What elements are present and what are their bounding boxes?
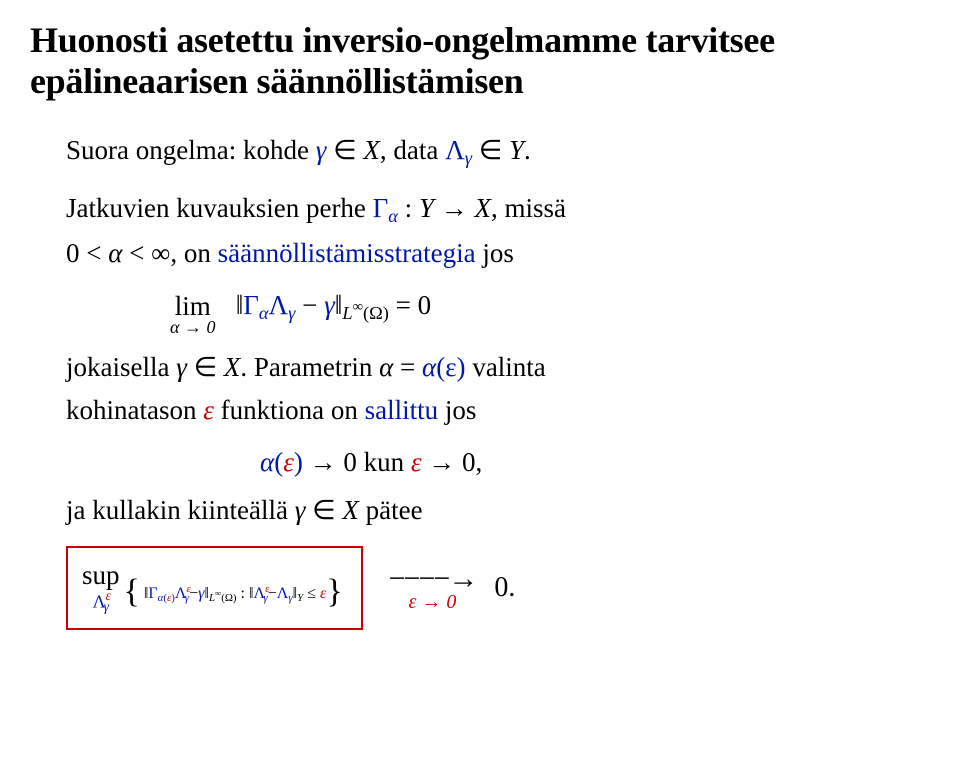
sym-Lambda: Λ xyxy=(277,585,289,602)
brace-right: } xyxy=(326,573,342,610)
text: → 0, xyxy=(421,447,482,477)
text: funktiona on xyxy=(214,395,365,425)
sym-X: X xyxy=(224,352,241,382)
sub-gamma: γ xyxy=(465,148,472,168)
text: kohinatason xyxy=(66,395,203,425)
text: → 0 kun xyxy=(303,447,411,477)
sym-alpha: α xyxy=(260,447,274,477)
sym-to: → xyxy=(434,193,475,223)
text: jos xyxy=(438,395,476,425)
equation-alpha-eps: α(ε) → 0 kun ε → 0, xyxy=(30,446,930,478)
boxed-equation-row: sup Λεγ { ‖Γα(ε)Λεγ−γ‖L∞(Ω) : ‖Λεγ−Λγ‖Y … xyxy=(66,546,930,630)
sym-in: ∈ xyxy=(326,135,363,165)
long-arrow: −−−−→ xyxy=(389,564,477,594)
sym-colon: : xyxy=(398,193,419,223)
sym-Gamma: Γ xyxy=(148,585,157,602)
sym-in: ∈ xyxy=(305,495,342,525)
arrow-sub: ε → 0 xyxy=(389,592,477,612)
text: pätee xyxy=(359,495,423,525)
sym-X: X xyxy=(342,495,359,525)
sup-block: sup Λεγ xyxy=(82,562,120,614)
sub-gamma: γ xyxy=(288,592,292,604)
sym-omega: (Ω) xyxy=(363,303,389,323)
sup-subscript: Λεγ xyxy=(82,589,120,614)
text: , missä xyxy=(491,193,566,223)
text: jos xyxy=(476,238,514,268)
text: . xyxy=(524,135,531,165)
paragraph-holds: ja kullakin kiinteällä γ ∈ X pätee xyxy=(30,489,930,532)
equation-limit: lim α → 0 ‖ΓαΛγ − γ‖L∞(Ω) = 0 xyxy=(30,289,930,336)
text: Suora ongelma: kohde xyxy=(66,135,316,165)
text: ja kullakin kiinteällä xyxy=(66,495,295,525)
sym-leq: ≤ xyxy=(303,585,320,602)
brace-left: { xyxy=(124,573,140,610)
text: , data xyxy=(380,135,445,165)
sym-X: X xyxy=(363,135,380,165)
sym-Gamma: Γ xyxy=(243,290,259,320)
sub-gamma: γ xyxy=(263,592,267,604)
text: valinta xyxy=(466,352,546,382)
sym-omega: (Ω) xyxy=(221,592,236,604)
sym-gamma: γ xyxy=(324,290,335,320)
sym-paren-eps: (ε) xyxy=(436,352,465,382)
paragraph-family: Jatkuvien kuvauksien perhe Γα : Y → X, m… xyxy=(30,187,930,275)
sym-inf: ∞ xyxy=(353,299,363,315)
sym-eps: ε xyxy=(411,447,422,477)
sym-alpha: α xyxy=(422,352,436,382)
paragraph-direct-problem: Suora ongelma: kohde γ ∈ X, data Λγ ∈ Y. xyxy=(30,129,930,174)
term-strategy: säännöllistämisstrategia xyxy=(218,238,476,268)
text: . Parametrin xyxy=(240,352,379,382)
text: jokaisella xyxy=(66,352,176,382)
sup-label: sup xyxy=(82,562,120,589)
sym-in: ∈ xyxy=(187,352,224,382)
sym-gamma: γ xyxy=(176,352,187,382)
sym-paren: ( xyxy=(274,447,283,477)
sub-gamma: γ xyxy=(104,599,109,614)
sym-X: X xyxy=(474,193,491,223)
sym-gamma: γ xyxy=(295,495,306,525)
sym-inf: ∞ xyxy=(215,588,221,598)
sym-gamma: γ xyxy=(316,135,327,165)
sym-alpha: α xyxy=(379,352,393,382)
sub-gamma: γ xyxy=(288,303,295,323)
boxed-equation: sup Λεγ { ‖Γα(ε)Λεγ−γ‖L∞(Ω) : ‖Λεγ−Λγ‖Y … xyxy=(66,546,363,630)
sym-paren: ) xyxy=(294,447,303,477)
sym-colon: : xyxy=(237,585,249,602)
sub-alpha: α xyxy=(259,303,269,323)
sym-Gamma: Γ xyxy=(373,193,389,223)
text: < ∞, on xyxy=(122,238,217,268)
lim-label: lim xyxy=(170,293,215,320)
sym-in: ∈ xyxy=(472,135,509,165)
sym-Lambda: Λ xyxy=(445,135,465,165)
sym-Y: Y xyxy=(419,193,434,223)
sym-eq: = xyxy=(393,352,422,382)
term-allowed: sallittu xyxy=(365,395,439,425)
sym-alpha: α xyxy=(108,238,122,268)
lim-block: lim α → 0 xyxy=(170,293,215,336)
page-title: Huonosti asetettu inversio-ongelmamme ta… xyxy=(30,20,930,103)
arrow-block: −−−−→ ε → 0 xyxy=(389,564,477,612)
sym-minus: − xyxy=(268,585,277,602)
lim-condition: α → 0 xyxy=(170,318,215,336)
paragraph-parameter: jokaisella γ ∈ X. Parametrin α = α(ε) va… xyxy=(30,346,930,432)
norm-space-Y: Y xyxy=(297,592,303,604)
paren: ) xyxy=(171,592,175,604)
text: Jatkuvien kuvauksien perhe xyxy=(66,193,373,223)
sub-gamma: γ xyxy=(185,592,189,604)
text: 0 < xyxy=(66,238,108,268)
limit-zero: 0. xyxy=(494,572,515,604)
norm-space: L∞(Ω) xyxy=(342,303,389,323)
sym-eps: ε xyxy=(283,447,294,477)
gamma-sub: α(ε) xyxy=(158,592,175,604)
sym-minus: − xyxy=(295,290,324,320)
norm-space: L∞(Ω) xyxy=(209,592,237,604)
eq-zero: = 0 xyxy=(389,290,431,320)
sym-L: L xyxy=(342,303,352,323)
sym-eps: ε xyxy=(203,395,214,425)
sym-Y: Y xyxy=(509,135,524,165)
sub-alpha: α xyxy=(388,206,398,226)
sym-Lambda: Λ xyxy=(269,290,289,320)
